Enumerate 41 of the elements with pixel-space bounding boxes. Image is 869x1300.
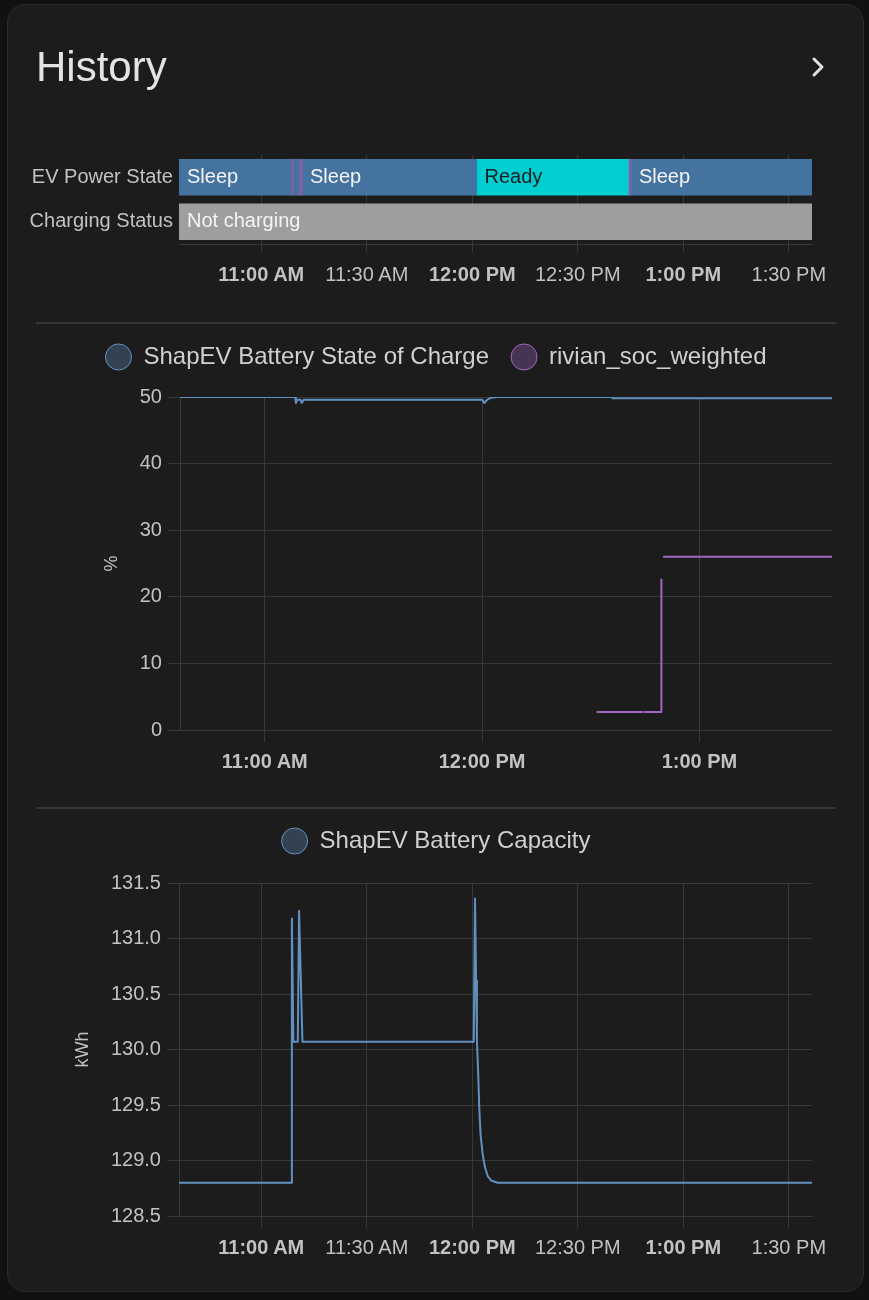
x-tick-label: 11:30 AM [325,262,409,285]
data-label: Sleep [638,164,691,187]
x-tick-label: 12:30 PM [534,262,621,285]
y-tick-label: 10 [139,650,162,673]
y-tick-label: 40 [139,451,162,474]
chart-title: History [36,43,167,90]
x-tick-label: 11:00 AM [218,1235,305,1258]
legend-label: rivian_soc_weighted [549,341,767,369]
x-tick-label: 12:00 PM [428,262,516,285]
x-tick-label: 12:30 PM [534,1235,621,1258]
y-tick-label: 50 [139,384,162,407]
y-tick-label: 128.5 [110,1203,161,1226]
y-tick-label: 20 [139,584,162,607]
x-tick-label: 12:00 PM [428,1235,516,1258]
x-tick-label: 1:30 PM [751,262,827,285]
data-label: Sleep [187,164,239,187]
x-tick-label: 11:30 AM [325,1235,409,1258]
legend-label: ShapEV Battery Capacity [319,825,591,853]
data-label: Sleep [310,164,362,187]
y-tick-label: 131.0 [110,926,161,949]
x-tick-label: 11:00 AM [221,749,308,772]
legend-label: ShapEV Battery State of Charge [143,341,490,369]
data-label: Not charging [187,209,301,232]
y-tick-label: 130.0 [110,1037,161,1060]
data-label: Ready [484,164,543,187]
y-tick-label: 129.5 [110,1092,161,1115]
x-tick-label: 11:00 AM [218,262,305,285]
y-axis-title: % [100,555,121,572]
y-tick-label: EV Power State [31,164,173,187]
x-tick-label: 1:00 PM [661,749,738,772]
y-tick-label: Charging Status [29,209,173,232]
y-axis-title: kWh [71,1031,92,1068]
y-tick-label: 129.0 [110,1148,161,1171]
y-tick-label: 130.5 [110,981,161,1004]
x-tick-label: 12:00 PM [438,749,526,772]
x-tick-label: 1:30 PM [751,1235,827,1258]
x-tick-label: 1:00 PM [645,1235,722,1258]
x-tick-label: 1:00 PM [645,262,722,285]
y-tick-label: 0 [150,717,162,740]
y-tick-label: 131.5 [110,870,161,893]
y-tick-label: 30 [139,517,162,540]
